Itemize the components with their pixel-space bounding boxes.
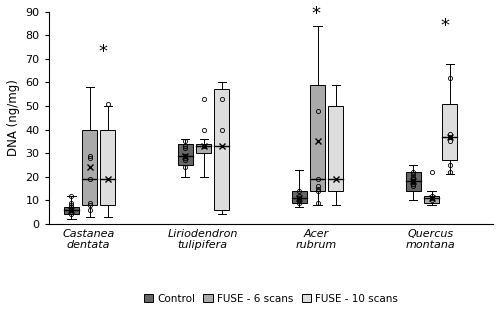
Y-axis label: DNA (ng/mg): DNA (ng/mg) — [7, 79, 20, 156]
Bar — [310, 85, 325, 191]
Text: *: * — [440, 17, 450, 35]
Bar — [82, 130, 97, 205]
Bar — [64, 207, 79, 215]
Bar — [424, 196, 439, 203]
Legend: Control, FUSE - 6 scans, FUSE - 10 scans: Control, FUSE - 6 scans, FUSE - 10 scans — [140, 290, 402, 308]
Bar — [328, 106, 343, 191]
Text: *: * — [99, 43, 108, 61]
Bar — [214, 90, 230, 210]
Text: *: * — [312, 5, 321, 23]
Bar — [100, 130, 116, 205]
Bar — [292, 191, 306, 203]
Bar — [406, 172, 420, 191]
Bar — [442, 104, 457, 160]
Bar — [178, 144, 193, 165]
Bar — [196, 144, 211, 153]
